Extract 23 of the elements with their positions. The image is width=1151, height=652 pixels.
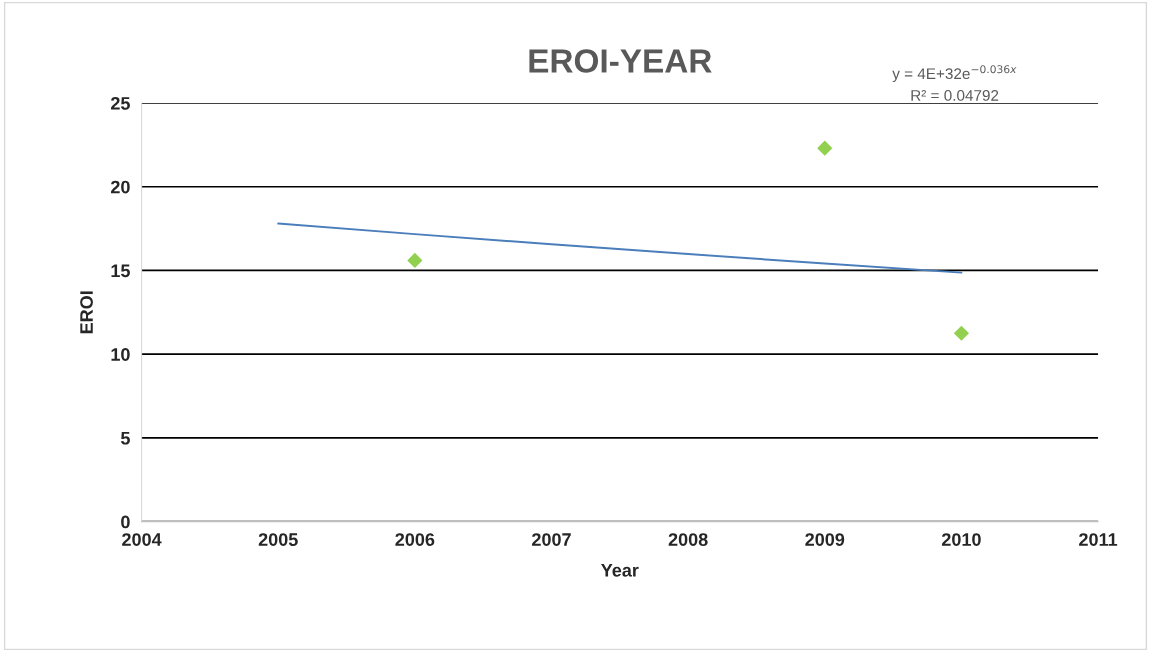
- point: [953, 325, 970, 341]
- y-axis-title: EROI: [80, 291, 93, 334]
- y-tick-label: 10: [111, 348, 130, 361]
- y-tick-label: 0: [121, 515, 130, 529]
- x-tick-label: 2009: [805, 533, 845, 546]
- text: y = 4E+32e$^{−0.036x}$: [892, 65, 1017, 83]
- point: [817, 140, 833, 156]
- line-series: [277, 222, 963, 274]
- text: R² = 0.04792: [911, 90, 999, 101]
- point: [407, 252, 423, 269]
- x-tick-label: 2010: [941, 533, 981, 546]
- y-tick-label: 15: [111, 264, 130, 278]
- x-tick-label: 2004: [122, 533, 162, 546]
- x-axis-title: Year: [601, 564, 639, 577]
- x-tick-label: 2005: [258, 533, 298, 546]
- x-tick-label: 2008: [668, 533, 708, 546]
- y-tick-label: 5: [120, 432, 130, 445]
- y-tick-label: 25: [111, 96, 130, 110]
- x-tick-label: 2007: [532, 533, 571, 546]
- y-tick-label: 20: [111, 180, 130, 194]
- chart-title: EROI-YEAR: [529, 49, 712, 73]
- x-tick-label: 2011: [1079, 533, 1118, 546]
- x-tick-label: 2006: [395, 533, 435, 546]
